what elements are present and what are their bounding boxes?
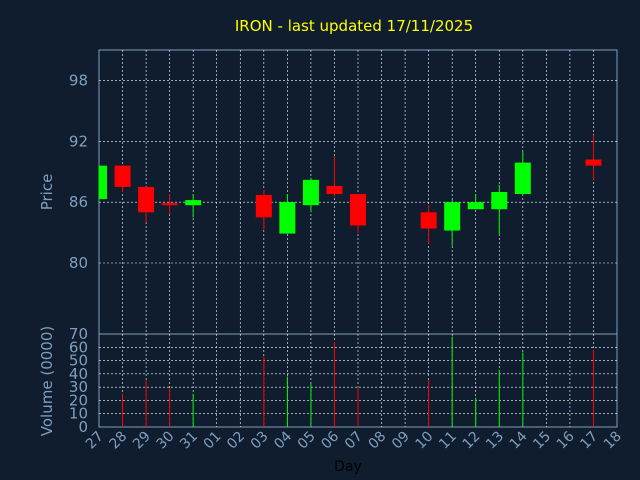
x-tick-label: 17 — [577, 429, 601, 453]
candle-body — [350, 194, 366, 226]
candle-body — [161, 203, 178, 206]
volume-tick-label: 10 — [69, 405, 88, 423]
candle-body — [138, 186, 155, 213]
volume-axis-label: Volume (0000) — [38, 326, 56, 436]
candle — [326, 156, 343, 198]
candle — [255, 189, 272, 230]
x-tick-label: 14 — [507, 428, 531, 452]
x-tick-label: 13 — [483, 429, 507, 453]
price-axis-label: Price — [38, 174, 56, 211]
candle — [138, 186, 155, 223]
price-panel: 80 86 92 98 Price — [38, 49, 618, 335]
volume-tick-label: 30 — [69, 378, 88, 396]
volume-tick-label: 70 — [69, 325, 88, 343]
x-tick-label: 11 — [436, 429, 460, 453]
x-tick-label: 16 — [554, 428, 578, 452]
price-y-ticks: 80 86 92 98 — [69, 71, 88, 272]
x-tick-label: 12 — [460, 429, 484, 453]
candle — [98, 165, 107, 200]
candle-body — [255, 195, 272, 218]
price-tick-label: 80 — [69, 254, 88, 272]
x-tick-label: 18 — [601, 429, 625, 453]
x-tick-label: 31 — [177, 429, 201, 453]
candle — [585, 135, 602, 180]
candle-body — [420, 212, 437, 229]
candle — [161, 194, 178, 215]
candle-body — [114, 165, 131, 187]
x-tick-label: 05 — [295, 429, 319, 453]
x-axis-label: Day — [334, 459, 362, 475]
candle-body — [514, 162, 531, 195]
volume-tick-label: 50 — [69, 352, 88, 370]
x-tick-label: 29 — [130, 429, 154, 453]
volume-tick-label: 0 — [78, 418, 88, 436]
x-tick-label: 06 — [318, 428, 342, 452]
candle — [350, 194, 366, 233]
x-tick-label: 15 — [530, 429, 554, 453]
candle-body — [302, 179, 319, 206]
price-tick-label: 86 — [69, 193, 88, 211]
candle — [185, 194, 202, 218]
candle-body — [444, 202, 461, 231]
x-tick-label: 08 — [365, 429, 389, 453]
candle — [514, 151, 531, 195]
x-tick-label: 10 — [413, 429, 437, 453]
price-tick-label: 92 — [69, 132, 88, 150]
x-tick-label: 30 — [154, 429, 178, 453]
candle — [420, 205, 437, 244]
price-tick-label: 98 — [69, 71, 88, 89]
candles — [98, 135, 602, 246]
candle — [114, 165, 131, 192]
candle-body — [185, 200, 202, 206]
x-tick-label: 09 — [389, 429, 413, 453]
candle-body — [99, 165, 107, 200]
x-tick-label: 03 — [248, 429, 272, 453]
candle — [279, 194, 296, 234]
x-tick-label: 28 — [106, 429, 130, 453]
candle-body — [279, 202, 296, 234]
candle-body — [491, 192, 508, 210]
x-tick-label: 07 — [342, 429, 366, 453]
candle — [467, 194, 484, 210]
chart-title: IRON - last updated 17/11/2025 — [235, 17, 473, 35]
x-ticks: 27 28 29 30 31 01 02 03 04 05 06 07 08 09 10 11 12 13 14 15… — [83, 428, 625, 452]
candle — [491, 184, 508, 235]
volume-tick-label: 20 — [69, 391, 88, 409]
candle — [302, 177, 319, 213]
candle-body — [326, 185, 343, 195]
volume-tick-label: 60 — [69, 338, 88, 356]
x-tick-label: 02 — [224, 429, 248, 453]
volume-tick-label: 40 — [69, 365, 88, 383]
x-tick-label: 01 — [201, 429, 225, 453]
candle-body — [585, 159, 602, 166]
candle — [444, 200, 461, 246]
price-gridlines — [99, 50, 617, 334]
candle-body — [467, 202, 484, 210]
x-tick-label: 04 — [271, 428, 295, 452]
volume-bars — [122, 336, 594, 427]
